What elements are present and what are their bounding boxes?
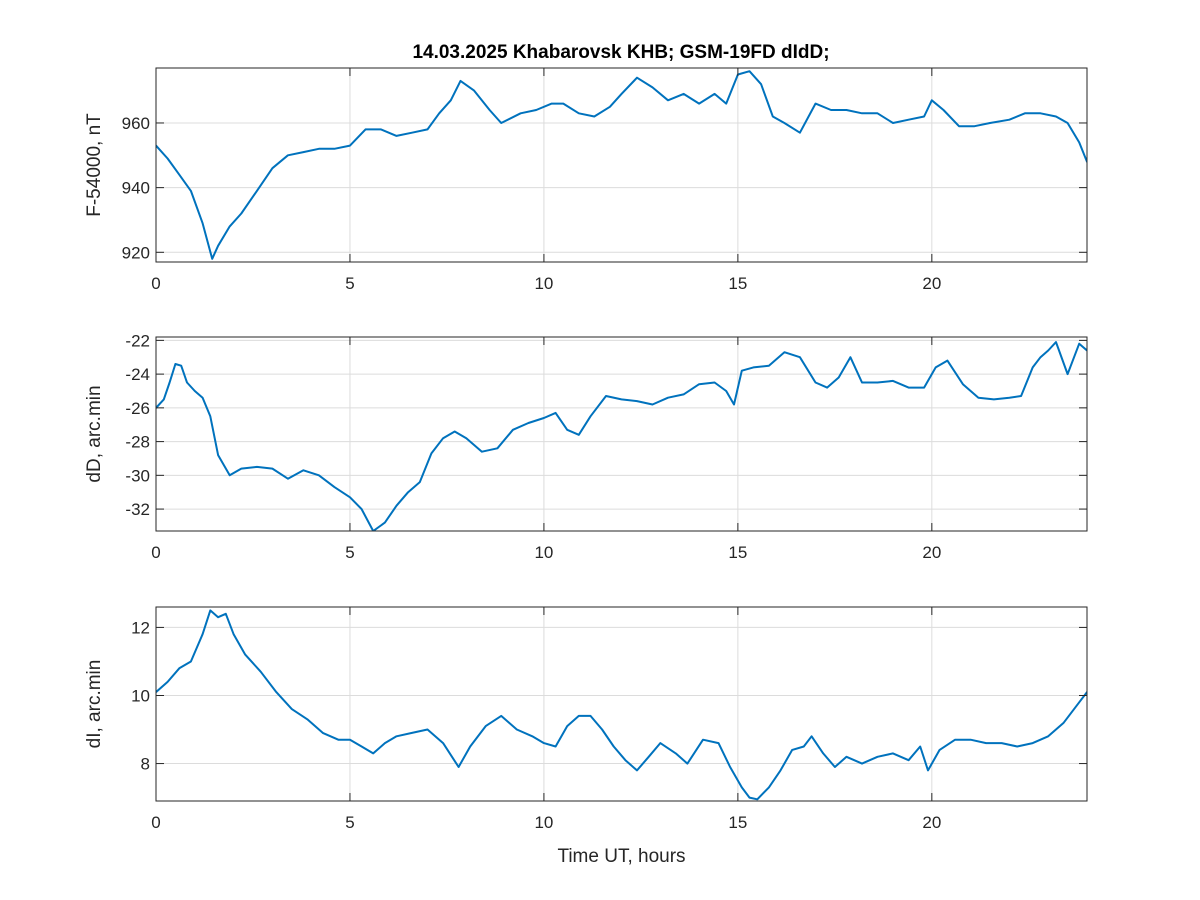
x-tick-label: 10 xyxy=(534,813,553,832)
plot-area xyxy=(156,68,1087,262)
y-tick-label: -26 xyxy=(125,399,150,418)
y-axis-label: dD, arc.min xyxy=(84,385,105,482)
y-axis-label: F-54000, nT xyxy=(84,113,105,217)
y-tick-label: -22 xyxy=(125,331,150,350)
axes-frame xyxy=(155,606,1088,802)
y-tick-label: 12 xyxy=(131,618,150,637)
subplot-3: 0 5 10 15 20 8 10 12 dI, arc.min Time UT, hours xyxy=(84,606,1088,867)
y-tick-label: -24 xyxy=(125,365,150,384)
series-line xyxy=(156,609,1087,801)
series-line xyxy=(156,70,1087,260)
x-tick-label: 5 xyxy=(345,274,354,293)
x-tick-label: 20 xyxy=(922,543,941,562)
y-tick-label: 960 xyxy=(122,114,150,133)
subplot-1: 0 5 10 15 20 920 940 960 F-54000, nT xyxy=(84,67,1088,293)
x-tick-label: 5 xyxy=(345,543,354,562)
y-tick-label: 10 xyxy=(131,686,150,705)
x-tick-label: 0 xyxy=(151,543,160,562)
x-tick-label: 15 xyxy=(728,543,747,562)
plot-area xyxy=(156,337,1087,531)
y-tick-label: -30 xyxy=(125,466,150,485)
y-tick-label: -32 xyxy=(125,500,150,519)
y-tick-label: 920 xyxy=(122,243,150,262)
y-axis-label: dI, arc.min xyxy=(84,660,105,749)
figure-title: 14.03.2025 Khabarovsk KHB; GSM-19FD dIdD… xyxy=(412,42,829,63)
y-tick-label: -28 xyxy=(125,433,150,452)
x-tick-label: 0 xyxy=(151,813,160,832)
y-tick-label: 940 xyxy=(122,179,150,198)
x-tick-label: 20 xyxy=(922,813,941,832)
x-tick-label: 0 xyxy=(151,274,160,293)
x-tick-label: 15 xyxy=(728,274,747,293)
x-axis-label: Time UT, hours xyxy=(557,846,685,867)
x-tick-label: 5 xyxy=(345,813,354,832)
axes-frame xyxy=(155,336,1088,532)
plot-area xyxy=(156,607,1087,801)
x-tick-label: 10 xyxy=(534,274,553,293)
series-line xyxy=(156,341,1087,531)
x-tick-label: 20 xyxy=(922,274,941,293)
axes-frame xyxy=(155,67,1088,263)
x-tick-label: 10 xyxy=(534,543,553,562)
plots-container: 0 5 10 15 20 920 940 960 F-54000, nT 0 5 10 15 20 -32 -… xyxy=(84,67,1088,867)
subplot-2: 0 5 10 15 20 -32 -30 -28 -26 -24 -22 dD, arc.min xyxy=(84,331,1088,562)
x-tick-label: 15 xyxy=(728,813,747,832)
y-tick-label: 8 xyxy=(141,755,150,774)
